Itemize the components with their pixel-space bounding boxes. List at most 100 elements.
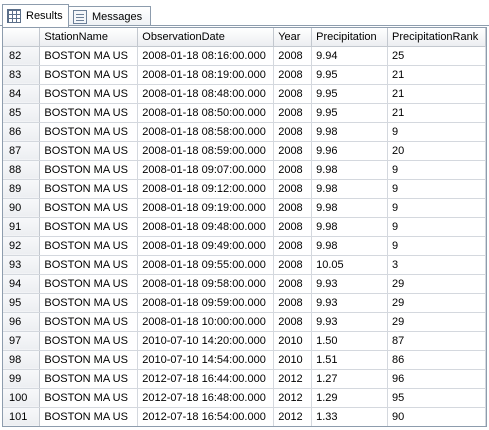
cell-observationdate[interactable]: 2008-01-18 09:55:00.000 (137, 255, 275, 275)
cell-observationdate[interactable]: 2008-01-18 08:59:00.000 (137, 141, 275, 161)
table-row[interactable]: 98 BOSTON MA US 2010-07-10 14:54:00.000 201… (3, 350, 486, 370)
cell-precipitation[interactable]: 9.98 (311, 236, 389, 256)
cell-precipitation[interactable]: 9.93 (311, 293, 389, 313)
cell-observationdate[interactable]: 2012-07-18 16:44:00.000 (137, 369, 275, 389)
table-row[interactable]: 91 BOSTON MA US 2008-01-18 09:48:00.000 200… (3, 217, 486, 237)
cell-year[interactable]: 2008 (273, 179, 313, 199)
row-number[interactable]: 83 (3, 65, 41, 85)
cell-precipitation[interactable]: 1.27 (311, 369, 389, 389)
cell-precipitation[interactable]: 9.96 (311, 141, 389, 161)
cell-precipitationrank[interactable]: 9 (387, 122, 486, 142)
column-header-observationdate[interactable]: ObservationDate (137, 28, 275, 47)
grid-corner-select-all[interactable] (3, 28, 41, 47)
cell-precipitation[interactable]: 9.98 (311, 217, 389, 237)
cell-precipitation[interactable]: 9.98 (311, 160, 389, 180)
row-number[interactable]: 98 (3, 350, 41, 370)
cell-stationname[interactable]: BOSTON MA US (39, 312, 139, 332)
table-row[interactable]: 84 BOSTON MA US 2008-01-18 08:48:00.000 200… (3, 84, 486, 104)
cell-observationdate[interactable]: 2008-01-18 09:07:00.000 (137, 160, 275, 180)
cell-stationname[interactable]: BOSTON MA US (39, 388, 139, 408)
cell-year[interactable]: 2008 (273, 274, 313, 294)
cell-stationname[interactable]: BOSTON MA US (39, 331, 139, 351)
cell-precipitation[interactable]: 9.98 (311, 198, 389, 218)
cell-precipitationrank[interactable]: 9 (387, 160, 486, 180)
cell-precipitation[interactable]: 9.93 (311, 312, 389, 332)
table-row[interactable]: 87 BOSTON MA US 2008-01-18 08:59:00.000 200… (3, 141, 486, 161)
cell-precipitationrank[interactable]: 90 (387, 407, 486, 426)
row-number[interactable]: 84 (3, 84, 41, 104)
cell-precipitationrank[interactable]: 21 (387, 84, 486, 104)
cell-stationname[interactable]: BOSTON MA US (39, 407, 139, 426)
row-number[interactable]: 94 (3, 274, 41, 294)
column-header-year[interactable]: Year (273, 28, 313, 47)
cell-observationdate[interactable]: 2008-01-18 09:59:00.000 (137, 293, 275, 313)
table-row[interactable]: 101 BOSTON MA US 2012-07-18 16:54:00.000 20… (3, 407, 486, 426)
cell-observationdate[interactable]: 2008-01-18 08:16:00.000 (137, 46, 275, 66)
cell-precipitationrank[interactable]: 95 (387, 388, 486, 408)
cell-observationdate[interactable]: 2008-01-18 09:58:00.000 (137, 274, 275, 294)
cell-observationdate[interactable]: 2008-01-18 08:50:00.000 (137, 103, 275, 123)
cell-year[interactable]: 2008 (273, 122, 313, 142)
cell-precipitationrank[interactable]: 25 (387, 46, 486, 66)
cell-observationdate[interactable]: 2010-07-10 14:20:00.000 (137, 331, 275, 351)
cell-precipitationrank[interactable]: 21 (387, 103, 486, 123)
row-number[interactable]: 82 (3, 46, 41, 66)
cell-precipitation[interactable]: 9.98 (311, 179, 389, 199)
cell-precipitationrank[interactable]: 29 (387, 312, 486, 332)
row-number[interactable]: 90 (3, 198, 41, 218)
cell-precipitationrank[interactable]: 9 (387, 236, 486, 256)
tab-messages[interactable]: Messages (68, 6, 151, 26)
table-row[interactable]: 97 BOSTON MA US 2010-07-10 14:20:00.000 201… (3, 331, 486, 351)
cell-observationdate[interactable]: 2008-01-18 09:48:00.000 (137, 217, 275, 237)
row-number[interactable]: 100 (3, 388, 41, 408)
table-row[interactable]: 90 BOSTON MA US 2008-01-18 09:19:00.000 200… (3, 198, 486, 218)
cell-precipitationrank[interactable]: 96 (387, 369, 486, 389)
row-number[interactable]: 89 (3, 179, 41, 199)
cell-precipitation[interactable]: 1.50 (311, 331, 389, 351)
cell-precipitation[interactable]: 9.95 (311, 103, 389, 123)
cell-stationname[interactable]: BOSTON MA US (39, 255, 139, 275)
table-row[interactable]: 93 BOSTON MA US 2008-01-18 09:55:00.000 200… (3, 255, 486, 275)
cell-stationname[interactable]: BOSTON MA US (39, 141, 139, 161)
cell-year[interactable]: 2008 (273, 198, 313, 218)
cell-observationdate[interactable]: 2008-01-18 09:49:00.000 (137, 236, 275, 256)
table-row[interactable]: 89 BOSTON MA US 2008-01-18 09:12:00.000 200… (3, 179, 486, 199)
table-row[interactable]: 100 BOSTON MA US 2012-07-18 16:48:00.000 20… (3, 388, 486, 408)
cell-year[interactable]: 2008 (273, 236, 313, 256)
row-number[interactable]: 96 (3, 312, 41, 332)
cell-year[interactable]: 2010 (273, 350, 313, 370)
cell-precipitationrank[interactable]: 9 (387, 179, 486, 199)
cell-stationname[interactable]: BOSTON MA US (39, 179, 139, 199)
cell-observationdate[interactable]: 2012-07-18 16:54:00.000 (137, 407, 275, 426)
cell-precipitation[interactable]: 1.51 (311, 350, 389, 370)
cell-precipitationrank[interactable]: 21 (387, 65, 486, 85)
cell-stationname[interactable]: BOSTON MA US (39, 160, 139, 180)
row-number[interactable]: 87 (3, 141, 41, 161)
cell-year[interactable]: 2008 (273, 46, 313, 66)
row-number[interactable]: 93 (3, 255, 41, 275)
cell-year[interactable]: 2008 (273, 65, 313, 85)
table-row[interactable]: 88 BOSTON MA US 2008-01-18 09:07:00.000 200… (3, 160, 486, 180)
table-row[interactable]: 83 BOSTON MA US 2008-01-18 08:19:00.000 200… (3, 65, 486, 85)
cell-precipitationrank[interactable]: 86 (387, 350, 486, 370)
cell-precipitationrank[interactable]: 87 (387, 331, 486, 351)
cell-observationdate[interactable]: 2008-01-18 09:12:00.000 (137, 179, 275, 199)
cell-precipitationrank[interactable]: 29 (387, 293, 486, 313)
cell-stationname[interactable]: BOSTON MA US (39, 236, 139, 256)
cell-observationdate[interactable]: 2008-01-18 08:58:00.000 (137, 122, 275, 142)
table-row[interactable]: 86 BOSTON MA US 2008-01-18 08:58:00.000 200… (3, 122, 486, 142)
cell-stationname[interactable]: BOSTON MA US (39, 217, 139, 237)
cell-stationname[interactable]: BOSTON MA US (39, 293, 139, 313)
cell-precipitation[interactable]: 9.93 (311, 274, 389, 294)
cell-precipitationrank[interactable]: 9 (387, 198, 486, 218)
table-row[interactable]: 92 BOSTON MA US 2008-01-18 09:49:00.000 200… (3, 236, 486, 256)
cell-precipitationrank[interactable]: 20 (387, 141, 486, 161)
table-row[interactable]: 82 BOSTON MA US 2008-01-18 08:16:00.000 200… (3, 46, 486, 66)
column-header-stationname[interactable]: StationName (39, 28, 139, 47)
cell-precipitation[interactable]: 1.29 (311, 388, 389, 408)
cell-stationname[interactable]: BOSTON MA US (39, 274, 139, 294)
cell-observationdate[interactable]: 2008-01-18 09:19:00.000 (137, 198, 275, 218)
cell-year[interactable]: 2012 (273, 369, 313, 389)
cell-year[interactable]: 2008 (273, 217, 313, 237)
cell-observationdate[interactable]: 2008-01-18 10:00:00.000 (137, 312, 275, 332)
